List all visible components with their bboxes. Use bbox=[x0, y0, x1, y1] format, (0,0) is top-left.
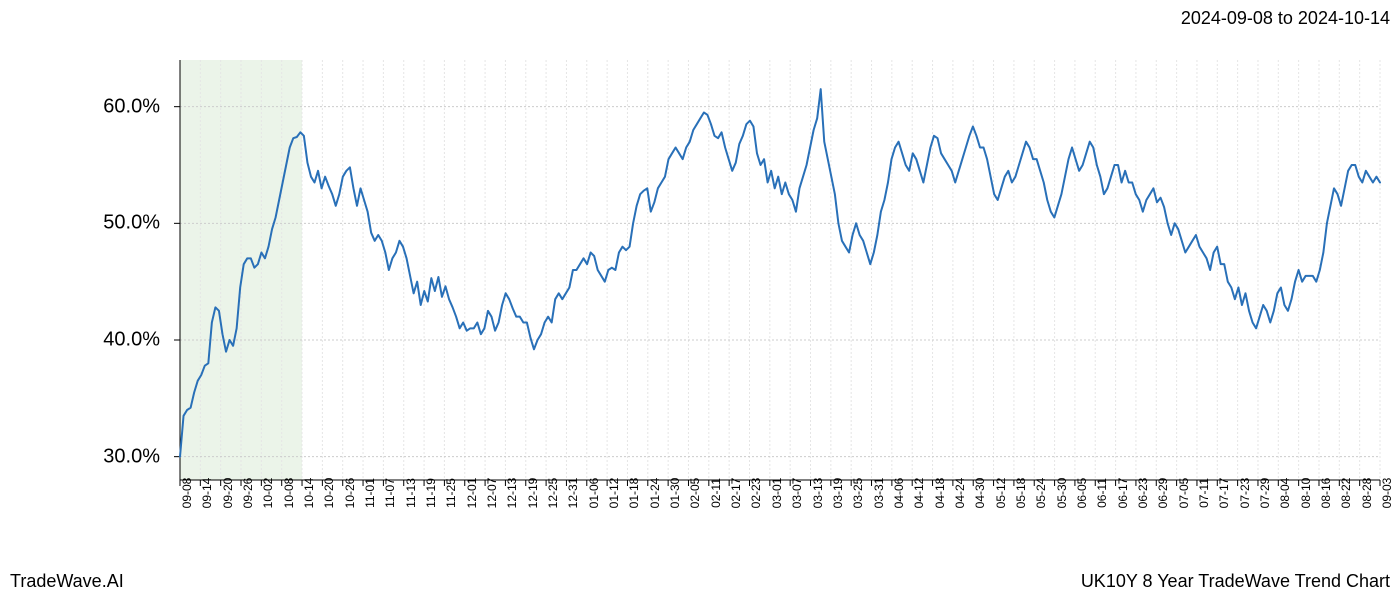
x-tick-label: 01-24 bbox=[648, 478, 662, 509]
x-tick-label: 07-05 bbox=[1177, 478, 1191, 509]
plot-area bbox=[180, 60, 1380, 480]
x-tick-label: 04-24 bbox=[953, 478, 967, 509]
chart-svg bbox=[180, 60, 1380, 480]
x-tick-label: 12-25 bbox=[546, 478, 560, 509]
x-tick-label: 08-04 bbox=[1278, 478, 1292, 509]
x-tick-label: 02-23 bbox=[749, 478, 763, 509]
x-tick-label: 11-25 bbox=[444, 478, 458, 508]
x-tick-label: 06-17 bbox=[1116, 478, 1130, 509]
x-tick-label: 09-03 bbox=[1380, 478, 1394, 509]
x-tick-label: 07-17 bbox=[1217, 478, 1231, 509]
x-tick-label: 04-18 bbox=[933, 478, 947, 509]
y-tick-label: 40.0% bbox=[103, 329, 160, 352]
x-tick-label: 09-08 bbox=[180, 478, 194, 509]
x-tick-label: 02-05 bbox=[688, 478, 702, 509]
x-tick-label: 05-12 bbox=[994, 478, 1008, 509]
x-tick-label: 12-01 bbox=[465, 478, 479, 509]
x-tick-label: 09-26 bbox=[241, 478, 255, 509]
x-tick-label: 12-19 bbox=[526, 478, 540, 509]
x-tick-label: 11-13 bbox=[404, 478, 418, 508]
x-tick-label: 10-02 bbox=[261, 478, 275, 509]
x-tick-label: 04-12 bbox=[912, 478, 926, 509]
x-tick-label: 09-14 bbox=[200, 478, 214, 509]
x-tick-label: 06-05 bbox=[1075, 478, 1089, 509]
x-tick-label: 09-20 bbox=[221, 478, 235, 509]
x-tick-label: 03-07 bbox=[790, 478, 804, 509]
x-tick-label: 03-31 bbox=[872, 478, 886, 509]
x-tick-label: 08-22 bbox=[1339, 478, 1353, 509]
x-tick-label: 11-07 bbox=[383, 478, 397, 508]
x-tick-label: 02-11 bbox=[709, 478, 723, 508]
footer-brand: TradeWave.AI bbox=[10, 571, 124, 592]
y-tick-label: 50.0% bbox=[103, 212, 160, 235]
x-tick-label: 03-19 bbox=[831, 478, 845, 509]
y-tick-label: 60.0% bbox=[103, 95, 160, 118]
x-tick-label: 10-26 bbox=[343, 478, 357, 509]
x-tick-label: 03-13 bbox=[811, 478, 825, 509]
x-tick-label: 06-23 bbox=[1136, 478, 1150, 509]
x-tick-label: 11-01 bbox=[363, 478, 377, 508]
x-tick-label: 10-08 bbox=[282, 478, 296, 509]
chart-container: 2024-09-08 to 2024-10-14 30.0% 40.0% 50.0%… bbox=[0, 0, 1400, 600]
x-tick-label: 04-06 bbox=[892, 478, 906, 509]
x-tick-label: 05-24 bbox=[1034, 478, 1048, 509]
x-tick-label: 05-30 bbox=[1055, 478, 1069, 509]
x-tick-label: 01-12 bbox=[607, 478, 621, 509]
x-axis-labels: 09-0809-1409-2009-2610-0210-0810-1410-20… bbox=[180, 485, 1380, 565]
x-tick-label: 12-31 bbox=[566, 478, 580, 509]
x-tick-label: 08-16 bbox=[1319, 478, 1333, 509]
date-range-label: 2024-09-08 to 2024-10-14 bbox=[1181, 8, 1390, 29]
x-tick-label: 10-20 bbox=[322, 478, 336, 509]
x-tick-label: 01-06 bbox=[587, 478, 601, 509]
x-tick-label: 06-11 bbox=[1095, 478, 1109, 508]
x-tick-label: 12-13 bbox=[505, 478, 519, 509]
y-axis-labels: 30.0% 40.0% 50.0% 60.0% bbox=[0, 60, 170, 480]
x-tick-label: 04-30 bbox=[973, 478, 987, 509]
x-tick-label: 07-23 bbox=[1238, 478, 1252, 509]
x-tick-label: 01-18 bbox=[627, 478, 641, 509]
y-tick-label: 30.0% bbox=[103, 445, 160, 468]
x-tick-label: 07-29 bbox=[1258, 478, 1272, 509]
x-tick-label: 11-19 bbox=[424, 478, 438, 508]
chart-title: UK10Y 8 Year TradeWave Trend Chart bbox=[1081, 571, 1390, 592]
x-tick-label: 12-07 bbox=[485, 478, 499, 509]
x-tick-label: 03-25 bbox=[851, 478, 865, 509]
x-tick-label: 03-01 bbox=[770, 478, 784, 509]
x-tick-label: 01-30 bbox=[668, 478, 682, 509]
x-tick-label: 07-11 bbox=[1197, 478, 1211, 508]
x-tick-label: 10-14 bbox=[302, 478, 316, 509]
x-tick-label: 05-18 bbox=[1014, 478, 1028, 509]
x-tick-label: 02-17 bbox=[729, 478, 743, 509]
x-tick-label: 06-29 bbox=[1156, 478, 1170, 509]
x-tick-label: 08-10 bbox=[1299, 478, 1313, 509]
x-tick-label: 08-28 bbox=[1360, 478, 1374, 509]
